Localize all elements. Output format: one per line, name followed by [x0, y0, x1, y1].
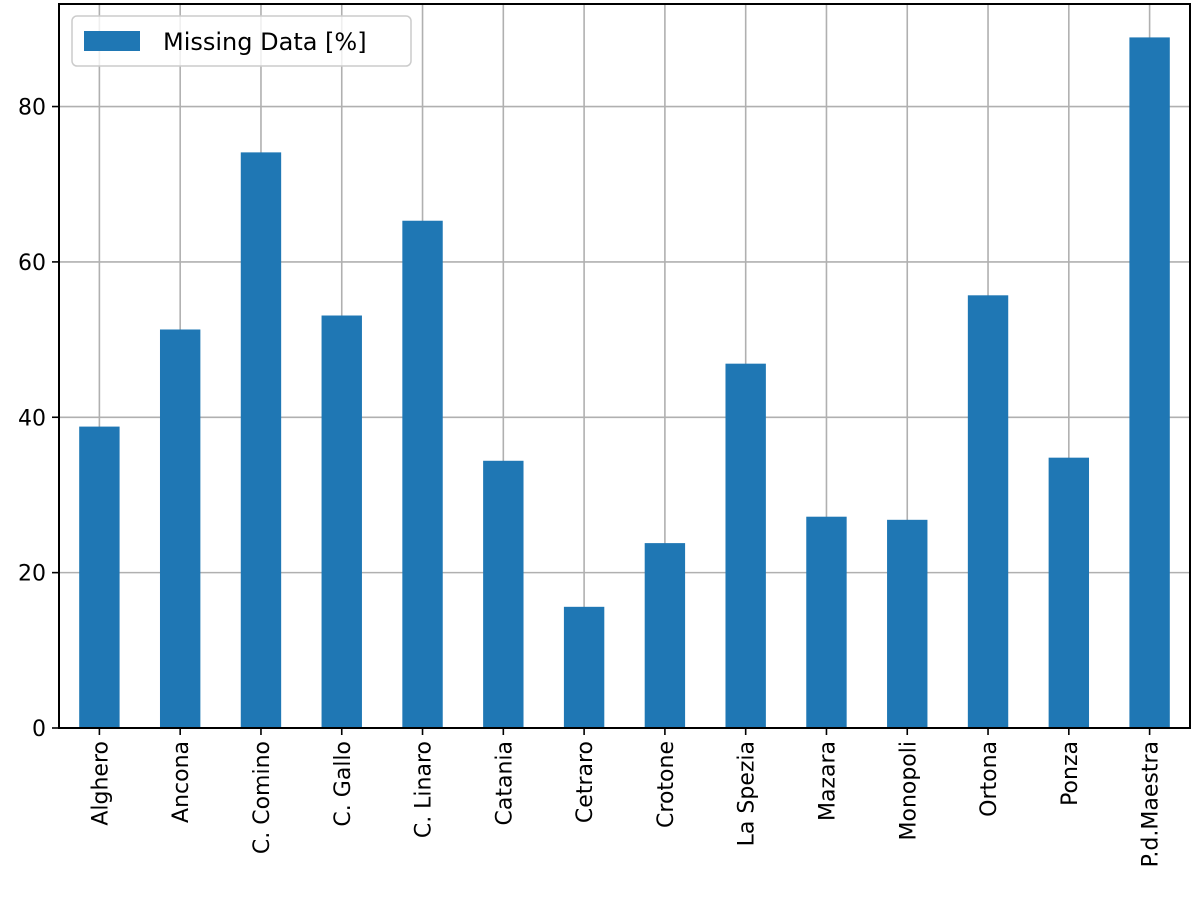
x-tick-label: Crotone — [654, 741, 679, 828]
x-tick-label: Alghero — [88, 741, 113, 826]
y-tick-label: 0 — [32, 717, 46, 742]
bar-la-spezia — [725, 363, 766, 728]
x-tick-label: Ponza — [1058, 741, 1083, 806]
x-tick-label: Cetraro — [573, 741, 598, 823]
x-tick-label: La Spezia — [735, 741, 760, 846]
x-tick-label: Ancona — [169, 741, 194, 823]
x-tick-label: C. Comino — [250, 741, 275, 854]
y-tick-label: 40 — [18, 406, 46, 431]
legend-label: Missing Data [%] — [163, 28, 367, 56]
plot-frame — [58, 3, 1191, 729]
legend: Missing Data [%] — [71, 15, 412, 67]
x-tick-label: P.d.Maestra — [1139, 741, 1164, 867]
x-tick-label: Catania — [492, 741, 517, 826]
bar-cetraro — [563, 606, 605, 728]
bars — [79, 37, 1170, 729]
y-tick-label: 20 — [18, 562, 46, 587]
bar-p-d-maestra — [1129, 37, 1170, 728]
y-tick-label: 80 — [18, 96, 46, 121]
bar-ancona — [159, 329, 201, 728]
x-tick-label: C. Linaro — [412, 741, 437, 838]
bar-monopoli — [887, 519, 928, 728]
bar-ortona — [967, 295, 1009, 728]
bar-catania — [483, 460, 524, 728]
legend-swatch — [84, 31, 140, 51]
y-axis-ticks: 0 20 40 60 80 — [18, 96, 59, 742]
bar-c-linaro — [402, 220, 443, 729]
bar-mazara — [806, 516, 847, 728]
bar-c-gallo — [321, 315, 362, 728]
x-tick-label: Monopoli — [896, 741, 921, 841]
bar-alghero — [79, 426, 120, 728]
y-tick-label: 60 — [18, 251, 46, 276]
x-tick-label: Ortona — [977, 741, 1002, 817]
grid-lines — [59, 4, 1190, 729]
bar-ponza — [1048, 457, 1090, 728]
legend-box — [71, 15, 412, 67]
bar-c-comino — [240, 152, 282, 728]
x-axis-ticks: Alghero Ancona C. Comino C. Gallo C. Linaro C… — [88, 728, 1164, 867]
x-tick-label: C. Gallo — [331, 741, 356, 827]
x-tick-label: Mazara — [815, 741, 840, 821]
bar-crotone — [644, 543, 686, 728]
